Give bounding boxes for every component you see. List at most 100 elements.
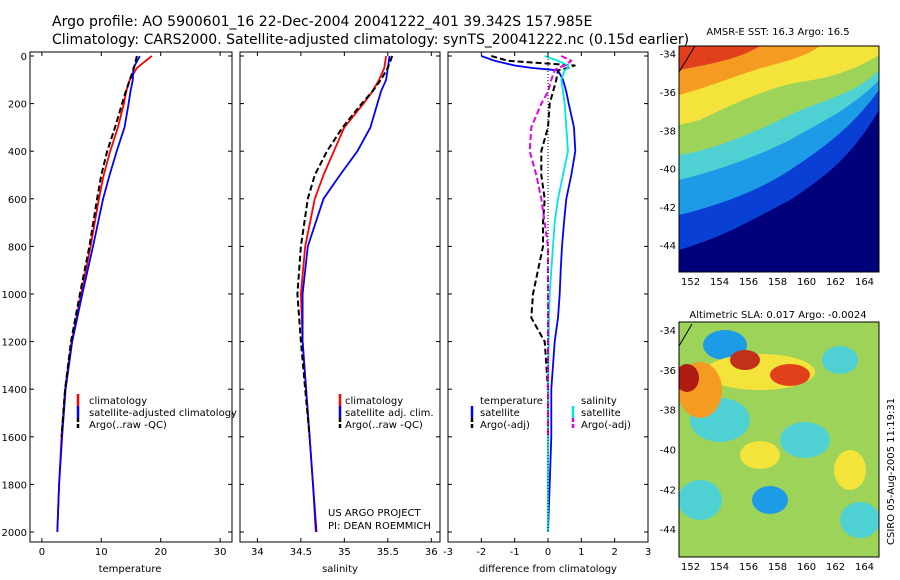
map-x-tick-label: 162 (826, 277, 845, 288)
map-y-tick-label: -40 (660, 445, 676, 456)
legend-label-sal-satellite: satellite (581, 408, 621, 419)
map-x-tick-label: 154 (710, 562, 729, 573)
x-tick-label: 30 (214, 547, 227, 558)
sla-high-patch (834, 450, 866, 490)
x-tick-label: 3 (645, 547, 651, 558)
sla-high-core (770, 364, 810, 386)
x-tick-label: 34.5 (290, 547, 312, 558)
legend-label-temp-satellite: satellite (480, 408, 520, 419)
map-y-tick-label: -36 (660, 88, 676, 99)
map-y-tick-label: -34 (660, 326, 676, 337)
temperature-legend: climatology satellite-adjusted climatolo… (76, 394, 237, 431)
x-tick-label: 1 (578, 547, 584, 558)
temperature-panel-frame (29, 51, 233, 543)
map-y-tick-label: -42 (660, 485, 676, 496)
sla-low-core (752, 486, 788, 514)
x-tick-label: 2 (611, 547, 617, 558)
project-note-line1: US ARGO PROJECT (328, 508, 422, 519)
map-x-tick-label: 158 (768, 277, 787, 288)
sla-low-patch (840, 502, 879, 538)
sla-high-core (730, 350, 760, 370)
series-line-climatology (300, 55, 387, 533)
x-tick-label: -1 (510, 547, 520, 558)
map-y-tick-label: -44 (660, 525, 676, 536)
x-tick-label: 20 (154, 547, 167, 558)
series-line-satellite-adjusted-climatology (56, 55, 141, 533)
legend-label-climatology: climatology (89, 396, 147, 407)
y-tick-label: 200 (8, 100, 27, 111)
legend-title-temperature: temperature (480, 396, 543, 407)
sla-low-patch (780, 422, 830, 458)
series-line-salinity-argo-adj (528, 55, 573, 437)
map-y-tick-label: -38 (660, 406, 676, 417)
legend-label-satellite-adjusted: satellite-adjusted climatology (89, 408, 237, 419)
legend-label-argo: Argo(..raw -QC) (345, 420, 423, 431)
legend-label-argo: Argo(..raw -QC) (89, 420, 167, 431)
y-tick-label: 1200 (2, 338, 27, 349)
map-y-tick-label: -38 (660, 126, 676, 137)
difference-axis-label: difference from climatology (479, 564, 617, 575)
legend-label-temp-argo: Argo(-adj) (480, 420, 530, 431)
figure-title-line2: Climatology: CARS2000. Satellite-adjuste… (52, 32, 689, 48)
map-y-tick-label: -44 (660, 241, 676, 252)
map-x-tick-label: 160 (797, 562, 816, 573)
series-line-argo-raw-qc (60, 55, 138, 437)
y-tick-label: 2000 (2, 528, 27, 539)
series-line-satellite-adj-clim (301, 55, 391, 533)
map-x-tick-label: 162 (826, 562, 845, 573)
figure-title-line1: Argo profile: AO 5900601_16 22-Dec-2004 … (52, 14, 592, 30)
x-tick-label: 36 (425, 547, 438, 558)
y-tick-label: 1600 (2, 433, 27, 444)
x-tick-label: 10 (95, 547, 108, 558)
sst-map-title: AMSR-E SST: 16.3 Argo: 16.5 (706, 27, 849, 38)
map-x-tick-label: 152 (681, 562, 700, 573)
difference-legend: temperature satellite Argo(-adj) salinit… (470, 396, 631, 431)
x-tick-label: -2 (476, 547, 486, 558)
y-tick-label: 1400 (2, 385, 27, 396)
x-tick-label: 35.5 (377, 547, 399, 558)
sst-map (679, 46, 879, 272)
map-y-tick-label: -36 (660, 366, 676, 377)
map-x-tick-label: 158 (768, 562, 787, 573)
map-x-tick-label: 154 (710, 277, 729, 288)
map-x-tick-label: 152 (681, 277, 700, 288)
sla-low-patch (822, 346, 858, 374)
salinity-panel-frame (239, 51, 441, 543)
sla-high-patch (740, 441, 780, 469)
sst-map-frame (678, 45, 880, 273)
salinity-axis-label: salinity (322, 564, 358, 575)
legend-label-climatology: climatology (345, 396, 403, 407)
y-tick-label: 800 (8, 242, 27, 253)
x-tick-label: -3 (443, 547, 453, 558)
sla-low-patch (679, 480, 722, 520)
series-line-argo-raw-qc (296, 55, 394, 437)
series-line-climatology (56, 55, 153, 533)
sla-map-frame (678, 321, 880, 558)
legend-label-sal-argo: Argo(-adj) (581, 420, 631, 431)
salinity-legend: climatology satellite adj. clim. Argo(..… (338, 394, 434, 431)
project-note-line2: PI: DEAN ROEMMICH (328, 521, 431, 532)
y-tick-label: 0 (21, 52, 27, 63)
sla-map (679, 322, 879, 557)
credit-stamp: CSIRO 05-Aug-2005 11:19:31 (886, 398, 897, 545)
y-tick-label: 1000 (2, 290, 27, 301)
sla-high-core (679, 364, 699, 392)
x-tick-label: 34 (251, 547, 264, 558)
series-layer (56, 55, 577, 533)
x-tick-label: 35 (338, 547, 351, 558)
y-tick-label: 600 (8, 195, 27, 206)
map-x-tick-label: 156 (739, 277, 758, 288)
legend-label-satellite: satellite adj. clim. (345, 408, 434, 419)
sst-coastline (679, 46, 696, 73)
sst-hot (679, 46, 760, 70)
y-tick-label: 400 (8, 147, 27, 158)
map-y-tick-label: -40 (660, 165, 676, 176)
x-tick-label: 0 (545, 547, 551, 558)
map-x-tick-label: 160 (797, 277, 816, 288)
sla-map-title: Altimetric SLA: 0.017 Argo: -0.0024 (689, 310, 866, 321)
x-tick-label: 0 (39, 547, 45, 558)
series-line-temperature-satellite (480, 55, 577, 533)
y-tick-label: 1800 (2, 480, 27, 491)
map-x-tick-label: 164 (855, 562, 874, 573)
